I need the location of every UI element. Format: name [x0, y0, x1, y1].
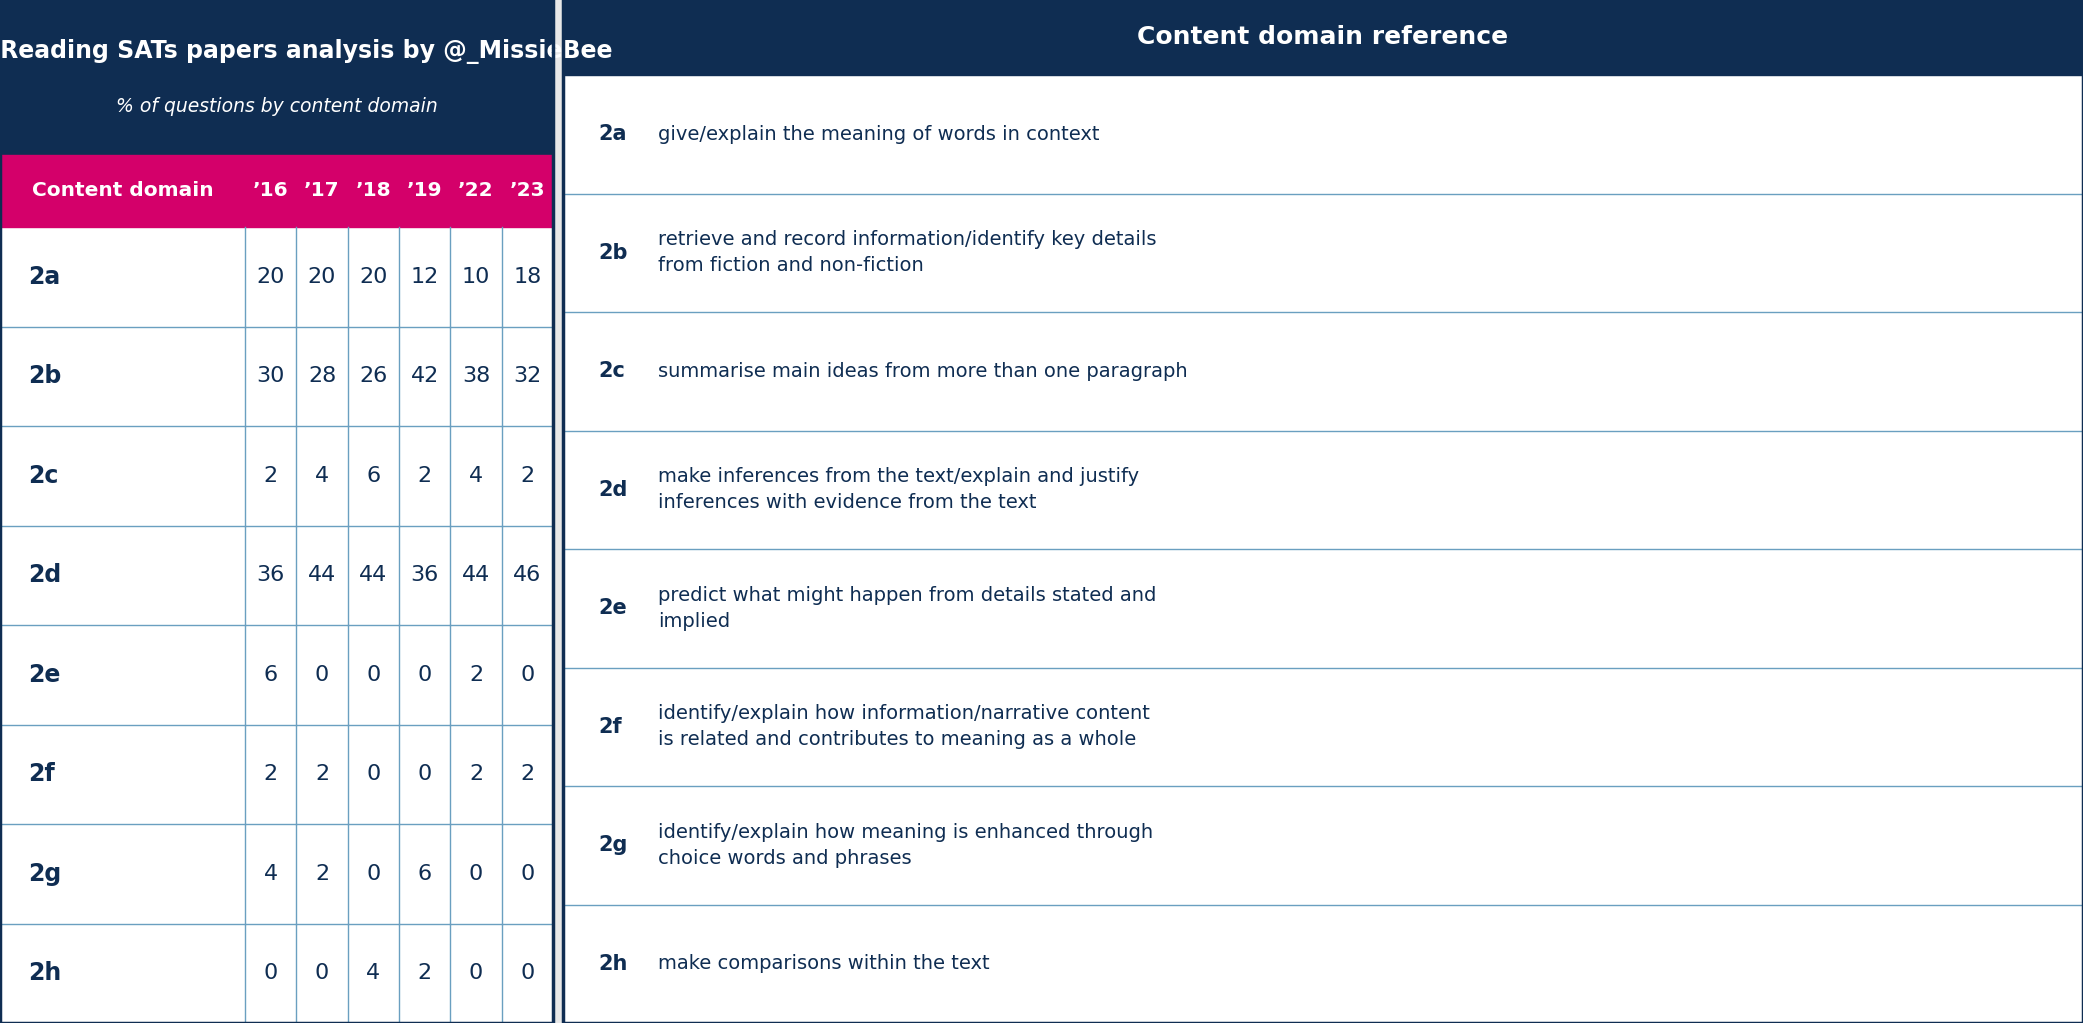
- Text: 2: 2: [521, 465, 535, 486]
- Bar: [562, 0, 2083, 1023]
- Text: retrieve and record information/identify key details
from fiction and non-fictio: retrieve and record information/identify…: [658, 230, 1156, 275]
- Text: give/explain the meaning of words in context: give/explain the meaning of words in con…: [658, 125, 1100, 144]
- Text: 2g: 2g: [598, 835, 627, 855]
- Text: ’23: ’23: [510, 181, 546, 201]
- Text: 2: 2: [315, 764, 329, 785]
- Text: 46: 46: [512, 566, 542, 585]
- Bar: [0, 155, 552, 227]
- Text: 6: 6: [367, 465, 381, 486]
- Text: 0: 0: [521, 964, 535, 983]
- Text: Content domain reference: Content domain reference: [1137, 26, 1508, 49]
- Text: 2: 2: [469, 665, 483, 684]
- Text: 12: 12: [410, 267, 440, 286]
- Text: 0: 0: [315, 964, 329, 983]
- Bar: [562, 0, 2083, 75]
- Text: 44: 44: [462, 566, 490, 585]
- Text: 2: 2: [265, 465, 277, 486]
- Text: 2: 2: [417, 465, 431, 486]
- Bar: [552, 0, 562, 1023]
- Text: 2: 2: [469, 764, 483, 785]
- Text: 20: 20: [308, 267, 335, 286]
- Text: 42: 42: [410, 366, 440, 387]
- Text: predict what might happen from details stated and
implied: predict what might happen from details s…: [658, 586, 1156, 630]
- Text: 0: 0: [521, 665, 535, 684]
- Text: 2a: 2a: [27, 265, 60, 288]
- Text: 30: 30: [256, 366, 285, 387]
- Text: 2: 2: [315, 863, 329, 884]
- Text: identify/explain how meaning is enhanced through
choice words and phrases: identify/explain how meaning is enhanced…: [658, 822, 1154, 868]
- Text: 2d: 2d: [598, 480, 627, 500]
- Text: 4: 4: [315, 465, 329, 486]
- Text: 20: 20: [256, 267, 285, 286]
- Text: 2e: 2e: [27, 663, 60, 686]
- Text: 0: 0: [417, 665, 431, 684]
- Text: 2h: 2h: [27, 962, 60, 985]
- Text: KS2 Reading SATs papers analysis by @_MissieBee: KS2 Reading SATs papers analysis by @_Mi…: [0, 40, 612, 64]
- Text: ’19: ’19: [406, 181, 442, 201]
- Text: 38: 38: [462, 366, 490, 387]
- Text: 2c: 2c: [27, 463, 58, 488]
- Text: 32: 32: [512, 366, 542, 387]
- Text: 20: 20: [358, 267, 387, 286]
- Text: 10: 10: [462, 267, 490, 286]
- Text: 0: 0: [315, 665, 329, 684]
- Text: ’17: ’17: [304, 181, 340, 201]
- Text: 2b: 2b: [27, 364, 60, 389]
- Text: make inferences from the text/explain and justify
inferences with evidence from : make inferences from the text/explain an…: [658, 468, 1139, 513]
- Text: 0: 0: [469, 863, 483, 884]
- Text: 0: 0: [367, 764, 381, 785]
- Text: 2d: 2d: [27, 564, 60, 587]
- Text: 0: 0: [265, 964, 277, 983]
- Text: 0: 0: [469, 964, 483, 983]
- Text: 6: 6: [417, 863, 431, 884]
- Text: 6: 6: [265, 665, 277, 684]
- Text: % of questions by content domain: % of questions by content domain: [117, 97, 437, 117]
- Text: 44: 44: [358, 566, 387, 585]
- Text: 44: 44: [308, 566, 335, 585]
- Text: 2: 2: [521, 764, 535, 785]
- Text: 4: 4: [367, 964, 381, 983]
- Text: 36: 36: [256, 566, 285, 585]
- Text: 36: 36: [410, 566, 440, 585]
- Text: 2f: 2f: [27, 762, 54, 787]
- Text: Content domain: Content domain: [31, 181, 212, 201]
- Text: identify/explain how information/narrative content
is related and contributes to: identify/explain how information/narrati…: [658, 705, 1150, 749]
- Text: 2e: 2e: [598, 598, 627, 618]
- Text: 4: 4: [469, 465, 483, 486]
- Text: 26: 26: [358, 366, 387, 387]
- Bar: [562, 75, 2083, 1023]
- Text: 28: 28: [308, 366, 335, 387]
- Text: 2g: 2g: [27, 861, 60, 886]
- Bar: [0, 227, 552, 1023]
- Text: 2f: 2f: [598, 717, 621, 737]
- Text: 2: 2: [265, 764, 277, 785]
- Text: 2: 2: [417, 964, 431, 983]
- Text: ’22: ’22: [458, 181, 494, 201]
- Bar: [0, 0, 552, 1023]
- Text: 2a: 2a: [598, 124, 627, 144]
- Text: 0: 0: [367, 665, 381, 684]
- Bar: [0, 0, 552, 155]
- Text: 0: 0: [367, 863, 381, 884]
- Text: 2c: 2c: [598, 361, 625, 382]
- Text: 0: 0: [417, 764, 431, 785]
- Text: 18: 18: [512, 267, 542, 286]
- Text: 2h: 2h: [598, 953, 627, 974]
- Text: ’18: ’18: [356, 181, 392, 201]
- Text: make comparisons within the text: make comparisons within the text: [658, 954, 989, 973]
- Text: 0: 0: [521, 863, 535, 884]
- Text: ’16: ’16: [252, 181, 287, 201]
- Text: 4: 4: [265, 863, 277, 884]
- Text: 2b: 2b: [598, 242, 627, 263]
- Text: summarise main ideas from more than one paragraph: summarise main ideas from more than one …: [658, 362, 1187, 381]
